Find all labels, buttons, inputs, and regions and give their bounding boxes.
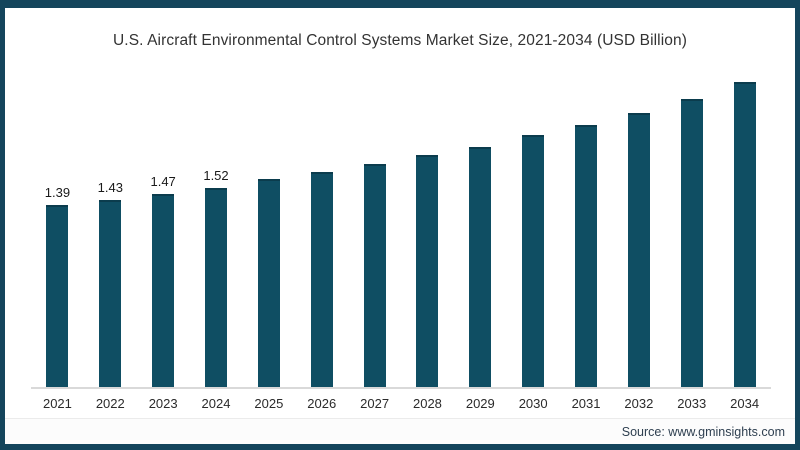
bar-column-2032 [612,113,665,387]
bar-2031 [575,125,598,387]
bar-value-label-2023: 1.47 [150,174,176,189]
bar-value-label-2024: 1.52 [203,168,229,183]
bar-column-2022: 1.43 [84,180,137,387]
bar-2021 [46,205,69,387]
bar-column-2034 [718,82,771,387]
chart-title: U.S. Aircraft Environmental Control Syst… [113,32,687,49]
bar-2024 [205,188,227,387]
bar-column-2030 [507,135,560,387]
x-tick-label-2032: 2032 [624,396,654,411]
bar-column-2027 [348,164,401,387]
x-tick-label-2026: 2026 [307,396,337,411]
bar-column-2031 [560,125,613,387]
bar-2032 [627,113,650,387]
years-row: 2021 2022 2023 2024 2025 2026 2027 2028 2029 2030… [31,389,771,411]
bar-2034 [733,82,756,387]
bar-2025 [257,179,280,387]
bar-2030 [522,135,545,387]
x-tick-label-2034: 2034 [730,396,760,411]
bar-column-2024: 1.52 [190,168,243,387]
bar-2026 [310,172,333,387]
bar-column-2023: 1.47 [137,174,190,387]
bar-2023 [152,194,175,387]
x-tick-label-2025: 2025 [254,396,284,411]
source-attribution: Source: www.gminsights.com [621,424,785,439]
x-tick-label-2024: 2024 [201,396,231,411]
bar-column-2033 [665,99,718,387]
x-tick-label-2030: 2030 [518,396,548,411]
bar-column-2025 [242,179,295,387]
x-tick-label-2027: 2027 [360,396,390,411]
x-tick-label-2033: 2033 [677,396,707,411]
x-tick-label-2029: 2029 [465,396,495,411]
x-tick-label-2023: 2023 [148,396,178,411]
bar-column-2028 [401,155,454,387]
x-tick-label-2021: 2021 [42,396,72,411]
bar-column-2026 [295,172,348,387]
bar-column-2029 [454,147,507,387]
bar-2028 [416,155,439,387]
bar-value-label-2021: 1.39 [44,185,71,200]
bar-2022 [99,200,122,387]
bar-2027 [363,164,386,387]
x-tick-label-2028: 2028 [412,396,442,411]
bars-row: 1.39 1.43 1.47 1.52 [31,59,771,389]
bar-column-2021: 1.39 [31,185,84,387]
bar-2033 [680,99,703,387]
bar-value-label-2022: 1.43 [97,180,123,195]
plot-area: 1.39 1.43 1.47 1.52 2021 2022 2023 2024 2025 202… [31,59,771,411]
bar-2029 [469,147,492,387]
source-strip: Source: www.gminsights.com [5,418,795,444]
x-tick-label-2022: 2022 [95,396,125,411]
x-tick-label-2031: 2031 [571,396,601,411]
